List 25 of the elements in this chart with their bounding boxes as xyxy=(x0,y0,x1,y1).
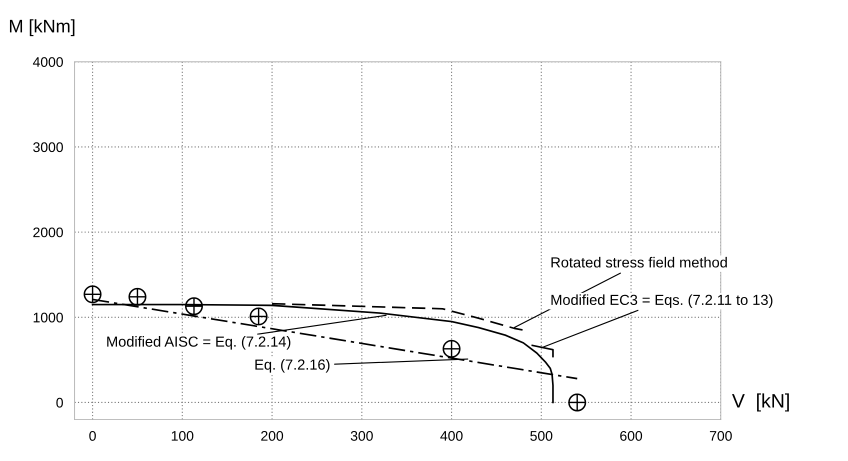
x-tick-label: 600 xyxy=(620,430,642,441)
point xyxy=(84,285,102,304)
point xyxy=(185,297,203,316)
x-tick-label: 300 xyxy=(350,430,373,441)
y-tick-label: 1000 xyxy=(34,312,63,322)
y-axis-title: M [kNm] xyxy=(10,19,74,36)
annotation: Eq. (7.2.16) xyxy=(255,359,330,373)
x-tick-label: 400 xyxy=(440,430,463,441)
y-tick-label: 4000 xyxy=(32,57,63,67)
y-tick-label: 3000 xyxy=(33,142,63,152)
x-tick-label: 0 xyxy=(89,430,96,441)
point xyxy=(442,340,461,358)
x-tick-label: 200 xyxy=(261,430,284,441)
annotation: Modified AISC = Eq. (7.2.14) xyxy=(107,336,290,350)
x-tick-label: 700 xyxy=(710,430,732,441)
x-tick-label: 500 xyxy=(530,430,552,441)
annotation: Rotated stress field method xyxy=(551,256,727,268)
y-tick-label: 0 xyxy=(56,398,63,408)
x-axis-title: V [kN] xyxy=(732,393,789,412)
annotation: Modified EC3 = Eqs. (7.2.11 to 13) xyxy=(551,294,772,308)
point xyxy=(568,393,586,412)
point xyxy=(128,288,146,306)
x-tick-label: 100 xyxy=(172,430,194,441)
point xyxy=(250,307,268,326)
y-tick-label: 2000 xyxy=(33,227,63,238)
